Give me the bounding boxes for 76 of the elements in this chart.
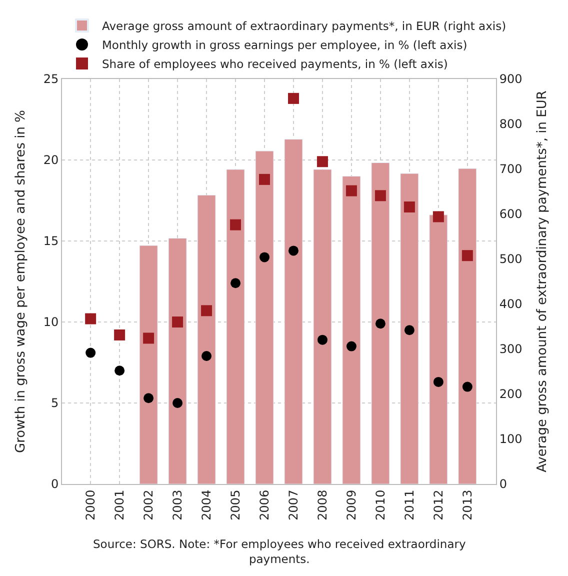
bar: [400, 173, 419, 484]
point: [288, 92, 299, 104]
y2-tick-label: 600: [499, 207, 522, 222]
bar: [342, 176, 361, 484]
y2-axis-title: Average gross amount of extraordinary payments*, in EUR: [534, 90, 550, 472]
x-tick-label: 2010: [373, 490, 388, 520]
bar: [371, 162, 390, 484]
x-tick-label: 2007: [286, 490, 300, 520]
source-note: Source: SORS. Note: *For employees who received extraordinary payments.: [93, 537, 466, 566]
y-tick-label: 25: [43, 72, 59, 86]
point: [230, 219, 242, 230]
point: [404, 325, 414, 336]
y-tick-label: 15: [43, 234, 59, 248]
point: [114, 366, 125, 376]
bar: [139, 245, 158, 484]
legend-label: Average gross amount of extraordinary payments*, in EUR (right axis): [102, 18, 506, 33]
y2-tick-label: 400: [499, 297, 522, 312]
y2-tick-label: 700: [499, 162, 522, 176]
x-tick-label: 2011: [402, 490, 416, 520]
x-tick-label: 2001: [112, 490, 126, 520]
y2-tick-label: 800: [499, 117, 522, 132]
bar: [458, 168, 477, 484]
point: [375, 318, 386, 329]
x-tick-label: 2013: [460, 490, 474, 520]
y-tick-label: 5: [50, 396, 59, 410]
point: [317, 334, 328, 345]
point: [288, 246, 298, 256]
x-tick-label: 2003: [170, 490, 184, 520]
point: [433, 376, 444, 387]
x-tick-label: 2000: [83, 490, 98, 520]
x-tick-label: 2012: [431, 490, 446, 520]
y-tick-label: 0: [50, 477, 59, 492]
point: [85, 313, 96, 324]
x-tick-label: 2005: [228, 490, 242, 520]
point: [404, 201, 415, 212]
x-tick-label: 2002: [141, 490, 156, 520]
y2-tick-label: 100: [499, 432, 522, 446]
bar: [255, 150, 274, 484]
legend-label: Monthly growth in gross earnings per employee, in % (left axis): [102, 38, 468, 52]
point: [172, 398, 183, 408]
bar: [197, 194, 216, 484]
point: [462, 382, 472, 392]
bar: [429, 214, 448, 484]
bar: [168, 238, 187, 484]
y-axis-title: Growth in gross wage per employee and shares in %: [13, 110, 28, 453]
point: [114, 329, 126, 340]
point: [86, 348, 96, 358]
y2-tick-label: 500: [499, 252, 522, 266]
legend-label: Share of employees who received payments, in % (left axis): [102, 56, 448, 71]
point: [201, 305, 212, 316]
point: [432, 211, 444, 222]
point: [260, 252, 270, 262]
bar: [226, 169, 245, 484]
point: [462, 250, 473, 262]
point: [143, 332, 154, 344]
x-tick-label: 2009: [344, 490, 358, 520]
y2-tick-label: 0: [499, 477, 508, 492]
bar: [313, 169, 332, 484]
y2-tick-label: 300: [499, 342, 522, 356]
y-tick-label: 20: [43, 153, 59, 168]
x-tick-label: 2006: [257, 490, 272, 520]
point: [346, 185, 357, 196]
y2-tick-label: 900: [499, 72, 522, 86]
point: [316, 156, 328, 168]
point: [346, 341, 356, 352]
y2-tick-label: 200: [499, 387, 522, 402]
point: [172, 316, 184, 328]
point: [202, 351, 212, 362]
x-tick-label: 2004: [199, 490, 214, 520]
point: [230, 278, 241, 288]
point: [259, 174, 270, 185]
x-tick-label: 2008: [315, 490, 330, 520]
point: [374, 190, 386, 202]
bar: [284, 139, 303, 484]
y-tick-label: 10: [43, 315, 59, 330]
point: [144, 393, 154, 404]
